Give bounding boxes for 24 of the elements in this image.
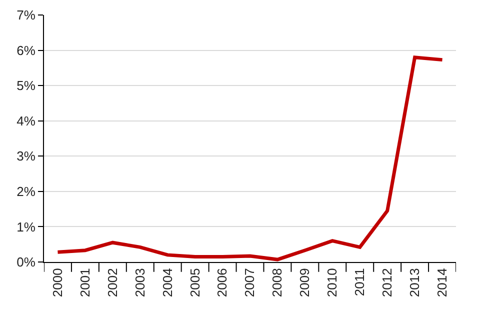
- x-tick-label: 2002: [104, 268, 120, 298]
- x-tick-label: 2013: [407, 268, 422, 298]
- x-tick-label: 2005: [187, 268, 202, 298]
- x-tick-label: 2011: [352, 268, 368, 296]
- x-tick-label: 2014: [434, 268, 450, 298]
- x-tick-label: 2006: [214, 268, 230, 298]
- line-series: [56, 56, 444, 262]
- x-tick-label: 2003: [132, 268, 148, 298]
- y-tick-label: 2%: [16, 184, 36, 199]
- y-tick-label: 7%: [16, 8, 36, 23]
- y-tick-label: 1%: [16, 219, 36, 234]
- x-tick-label: 2010: [324, 268, 340, 298]
- x-tick-label: 2007: [242, 268, 258, 298]
- y-tick-label: 6%: [16, 42, 36, 58]
- y-tick-label: 0%: [16, 254, 36, 270]
- x-tick-label: 2008: [270, 268, 285, 298]
- x-tick-label: 2001: [77, 268, 92, 298]
- x-tick-label: 2009: [297, 268, 312, 298]
- x-tick-label: 2004: [160, 268, 175, 298]
- y-tick-label: 5%: [16, 78, 36, 94]
- y-tick-label: 4%: [16, 113, 36, 128]
- x-tick-label: 2012: [380, 268, 395, 298]
- y-tick-label: 3%: [16, 148, 36, 164]
- x-tick-label: 2000: [50, 268, 65, 298]
